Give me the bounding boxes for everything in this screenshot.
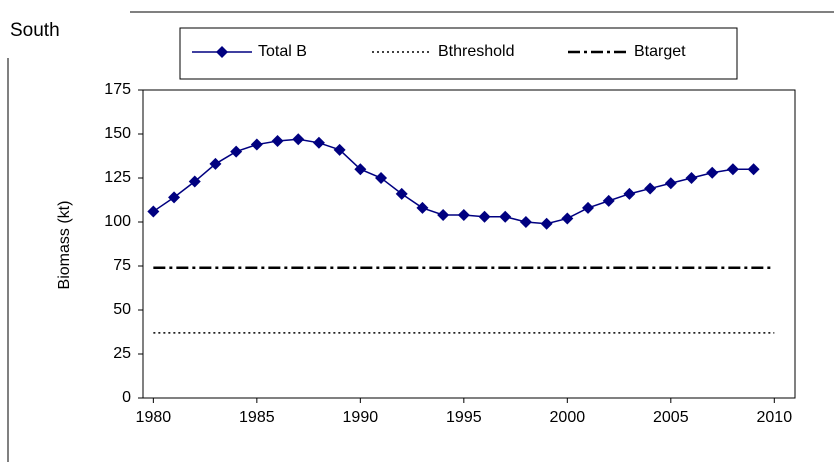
legend-label: Total B (258, 43, 307, 60)
data-point (499, 210, 512, 223)
y-axis-label: Biomass (kt) (56, 201, 73, 290)
data-point (168, 191, 181, 204)
data-point (188, 175, 201, 188)
data-point (582, 201, 595, 214)
data-point (478, 210, 491, 223)
data-point (271, 135, 284, 148)
data-point (292, 133, 305, 146)
data-point (664, 177, 677, 190)
y-tick-label: 75 (113, 257, 131, 274)
y-tick-label: 175 (104, 81, 131, 98)
y-tick-label: 150 (104, 125, 131, 142)
data-point (354, 163, 367, 176)
data-point (437, 208, 450, 221)
y-tick-label: 0 (122, 389, 131, 406)
y-tick-label: 125 (104, 169, 131, 186)
y-tick-label: 50 (113, 301, 131, 318)
series-line (152, 138, 754, 225)
data-point (230, 145, 243, 158)
data-point (250, 138, 263, 151)
data-point (706, 166, 719, 179)
x-tick-label: 1985 (239, 409, 275, 426)
chart-title: South (10, 20, 60, 41)
data-point (147, 205, 160, 218)
data-point (623, 187, 636, 200)
data-point (519, 216, 532, 228)
data-point (375, 172, 388, 184)
data-point (685, 172, 698, 184)
x-tick-label: 1995 (446, 409, 482, 426)
data-point (416, 201, 429, 214)
x-tick-label: 2010 (757, 409, 793, 426)
data-point (747, 163, 760, 176)
data-point (561, 212, 574, 225)
data-point (312, 136, 325, 149)
legend-label: Btarget (634, 43, 686, 60)
data-point (333, 143, 346, 156)
y-tick-label: 25 (113, 345, 131, 362)
data-point (457, 208, 470, 221)
data-point (602, 194, 615, 207)
data-point (644, 182, 657, 195)
legend-box (179, 27, 738, 80)
data-point (395, 187, 408, 200)
legend-label: Bthreshold (438, 43, 515, 60)
plot-frame (142, 89, 796, 399)
y-tick-label: 100 (104, 213, 131, 230)
data-point (209, 157, 222, 170)
data-point (540, 217, 553, 230)
x-tick-label: 2005 (653, 409, 689, 426)
data-point (726, 163, 739, 176)
legend-marker (216, 46, 228, 58)
x-tick-label: 2000 (550, 409, 586, 426)
x-tick-label: 1990 (343, 409, 379, 426)
x-tick-label: 1980 (136, 409, 172, 426)
